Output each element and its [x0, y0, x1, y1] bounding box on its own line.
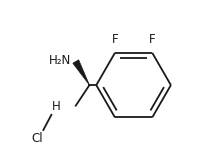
Text: H₂N: H₂N — [49, 54, 71, 67]
Text: Cl: Cl — [31, 132, 42, 145]
Text: H: H — [52, 100, 61, 113]
Text: F: F — [149, 33, 156, 46]
Text: F: F — [112, 33, 118, 46]
Polygon shape — [73, 60, 90, 85]
